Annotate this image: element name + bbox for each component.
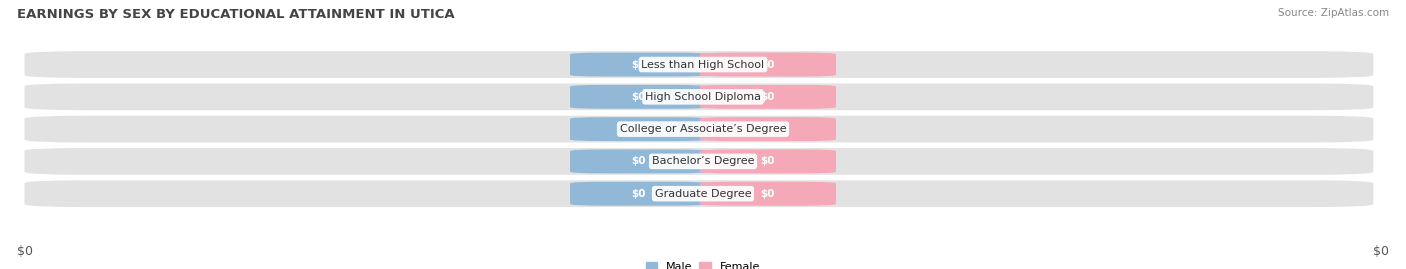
FancyBboxPatch shape [24, 148, 1374, 175]
FancyBboxPatch shape [24, 51, 1374, 78]
Text: $0: $0 [631, 189, 645, 199]
Text: $0: $0 [761, 92, 775, 102]
FancyBboxPatch shape [569, 182, 706, 206]
FancyBboxPatch shape [569, 85, 706, 109]
FancyBboxPatch shape [700, 117, 837, 141]
Text: $0: $0 [1374, 245, 1389, 258]
Text: College or Associate’s Degree: College or Associate’s Degree [620, 124, 786, 134]
FancyBboxPatch shape [24, 83, 1374, 110]
FancyBboxPatch shape [569, 53, 706, 76]
Text: High School Diploma: High School Diploma [645, 92, 761, 102]
FancyBboxPatch shape [24, 180, 1374, 207]
Text: Bachelor’s Degree: Bachelor’s Degree [652, 156, 754, 167]
Text: Source: ZipAtlas.com: Source: ZipAtlas.com [1278, 8, 1389, 18]
Text: $0: $0 [631, 92, 645, 102]
Text: $0: $0 [631, 124, 645, 134]
Text: $0: $0 [631, 59, 645, 70]
Text: $0: $0 [631, 156, 645, 167]
FancyBboxPatch shape [569, 117, 706, 141]
Text: $0: $0 [17, 245, 32, 258]
FancyBboxPatch shape [700, 53, 837, 76]
Text: $0: $0 [761, 189, 775, 199]
Text: $0: $0 [761, 156, 775, 167]
FancyBboxPatch shape [24, 116, 1374, 143]
FancyBboxPatch shape [569, 150, 706, 173]
Text: $0: $0 [761, 124, 775, 134]
Text: EARNINGS BY SEX BY EDUCATIONAL ATTAINMENT IN UTICA: EARNINGS BY SEX BY EDUCATIONAL ATTAINMEN… [17, 8, 454, 21]
Text: Graduate Degree: Graduate Degree [655, 189, 751, 199]
Text: Less than High School: Less than High School [641, 59, 765, 70]
FancyBboxPatch shape [700, 182, 837, 206]
FancyBboxPatch shape [700, 150, 837, 173]
Text: $0: $0 [761, 59, 775, 70]
FancyBboxPatch shape [700, 85, 837, 109]
Legend: Male, Female: Male, Female [641, 257, 765, 269]
